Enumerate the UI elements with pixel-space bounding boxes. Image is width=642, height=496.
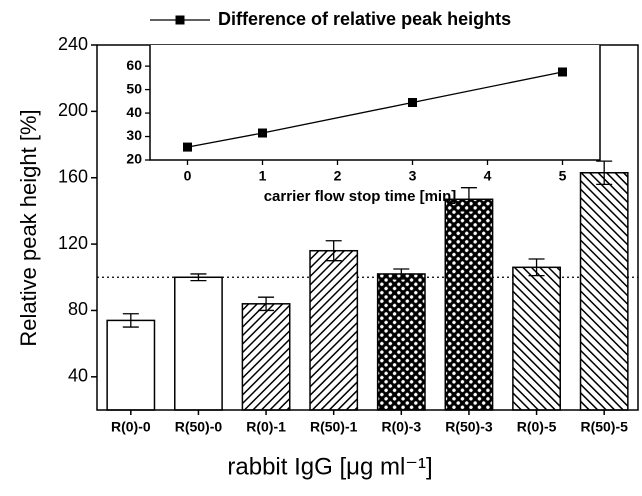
error-bar	[460, 187, 477, 212]
inset-x-tick-label: 3	[409, 168, 417, 184]
y-tick-label: 80	[68, 299, 88, 319]
y-axis-title: Relative peak height [%]	[16, 109, 41, 346]
inset-x-tick-label: 2	[334, 168, 342, 184]
bar	[174, 276, 223, 411]
bar	[444, 198, 494, 411]
y-tick-label: 160	[58, 166, 88, 186]
inset-y-tick-label: 30	[126, 127, 142, 143]
y-tick-label: 40	[68, 366, 88, 386]
x-tick-label: R(50)-3	[445, 419, 493, 435]
error-bar	[258, 296, 275, 312]
inset-x-tick-label: 0	[184, 168, 192, 184]
inset-y-tick-label: 20	[126, 151, 142, 167]
inset-y-tick-label: 60	[126, 57, 142, 73]
x-tick-label: R(50)-1	[310, 419, 358, 435]
y-tick-label: 240	[58, 34, 88, 54]
marker	[558, 67, 567, 77]
x-tick-label: R(0)-1	[246, 419, 286, 435]
bar	[106, 319, 156, 411]
error-bar	[596, 160, 613, 186]
marker	[258, 128, 267, 138]
legend-marker	[175, 15, 185, 25]
legend-label: Difference of relative peak heights	[218, 9, 511, 29]
x-tick-label: R(50)-0	[175, 419, 223, 435]
bar	[376, 273, 426, 411]
marker	[183, 142, 192, 152]
line	[187, 71, 563, 148]
marker	[408, 98, 417, 107]
x-tick-label: R(50)-5	[580, 419, 628, 435]
y-tick-label: 200	[58, 100, 88, 120]
x-axis-title: rabbit IgG [μg ml⁻¹]	[227, 453, 432, 480]
inset-y-tick-label: 40	[126, 104, 142, 120]
inset-x-tick-label: 1	[259, 168, 267, 184]
error-bar	[528, 258, 545, 277]
inset-y-tick-label: 50	[126, 80, 142, 96]
bar	[241, 303, 291, 411]
error-bar	[122, 313, 139, 328]
bar	[309, 249, 359, 411]
error-bar	[393, 268, 410, 280]
inset-x-axis-title: carrier flow stop time [min]	[264, 188, 457, 205]
x-tick-label: R(0)-3	[381, 419, 421, 435]
bar	[512, 266, 561, 411]
y-tick-label: 120	[58, 233, 88, 253]
inset-frame	[149, 45, 601, 161]
error-bar	[190, 273, 207, 282]
error-bar	[325, 240, 342, 262]
inset-x-tick-label: 5	[559, 168, 567, 184]
bar	[579, 172, 629, 411]
inset-x-tick-label: 4	[484, 168, 492, 184]
x-tick-label: R(0)-0	[111, 419, 151, 435]
x-tick-label: R(0)-5	[517, 419, 557, 435]
